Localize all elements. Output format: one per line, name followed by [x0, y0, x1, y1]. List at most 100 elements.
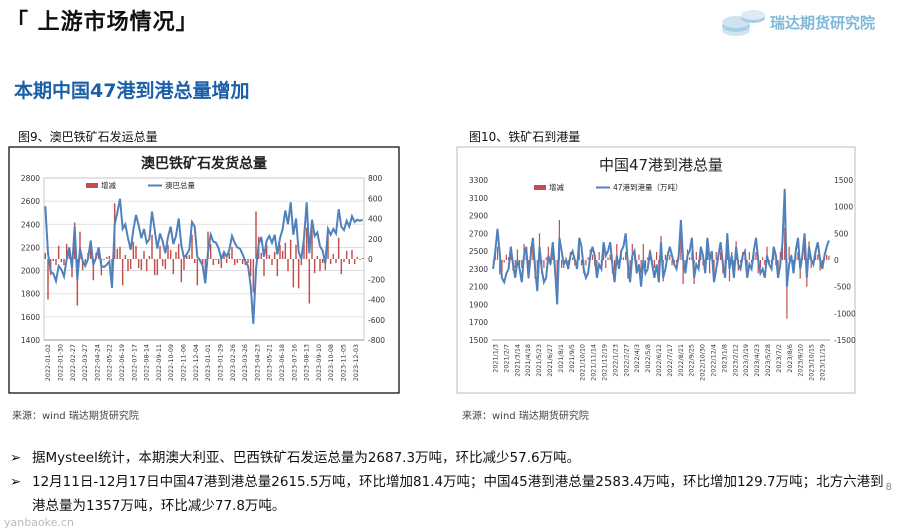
bar	[65, 243, 68, 259]
bullet-text: 12月11日-12月17日中国47港到港总量2615.5万吨，环比增加81.4万…	[32, 474, 884, 514]
bar	[209, 243, 212, 259]
x-tick-label: 2022-09-11	[155, 344, 163, 381]
bar	[817, 254, 819, 260]
bar	[129, 259, 132, 270]
bar	[799, 260, 801, 279]
x-tick-label: 2021/5/23	[535, 344, 543, 377]
legend-label: 澳巴总量	[165, 180, 195, 190]
bar	[103, 259, 105, 261]
x-tick-label: 2023-07-16	[290, 344, 298, 381]
bar	[625, 252, 627, 260]
bar	[196, 259, 199, 286]
y-left-tick-label: 3300	[469, 176, 488, 185]
bar	[591, 254, 594, 260]
page-title: 「 上游市场情况」	[6, 10, 199, 35]
y-right-tick-label: 400	[368, 215, 383, 224]
x-tick-label: 2022-12-04	[192, 344, 200, 381]
y-left-tick-label: 1600	[21, 313, 40, 322]
bar	[151, 234, 153, 259]
bar	[755, 252, 757, 260]
x-tick-label: 2023/8/6	[786, 344, 794, 373]
bar	[777, 260, 779, 274]
bar	[715, 252, 717, 260]
bullet-item: ➢ 据Mysteel统计，本期澳大利亚、巴西铁矿石发运总量为2687.3万吨，环…	[10, 446, 890, 470]
bar	[784, 228, 786, 260]
bar	[161, 259, 164, 267]
bar	[675, 260, 678, 263]
x-tick-label: 2022/8/21	[677, 344, 685, 377]
y-right-tick-label: -800	[368, 336, 385, 345]
bar	[567, 260, 569, 266]
x-tick-label: 2022/4/3	[633, 344, 641, 373]
coin-stack-icon	[722, 10, 765, 36]
company-logo: 瑞达期货研究院	[720, 6, 890, 40]
bar	[175, 251, 177, 259]
x-tick-label: 2022-07-17	[130, 344, 138, 381]
x-tick-label: 2023-01-01	[204, 344, 212, 381]
bar	[57, 245, 60, 259]
x-tick-label: 2021/6/27	[546, 344, 554, 377]
page-number: 8	[885, 482, 892, 493]
x-tick-label: 2023/9/10	[797, 344, 805, 377]
bar	[543, 260, 545, 268]
bar	[786, 260, 788, 319]
bar	[616, 244, 618, 260]
x-tick-label: 2021/1/3	[491, 344, 499, 373]
bar	[629, 260, 631, 271]
x-tick-label: 2022/10/30	[699, 344, 707, 381]
bar	[169, 249, 172, 259]
bar	[572, 257, 574, 260]
bar	[496, 246, 499, 260]
bar	[121, 259, 124, 286]
bar	[759, 260, 762, 268]
bar	[556, 260, 558, 282]
bar	[247, 259, 249, 264]
logo-text: 瑞达期货研究院	[770, 14, 876, 32]
line-series	[44, 198, 364, 324]
bar	[647, 257, 649, 260]
bar	[640, 260, 642, 274]
y-right-tick-label: -600	[368, 316, 385, 325]
bar	[295, 244, 297, 259]
bar	[680, 238, 682, 260]
bar	[287, 259, 289, 272]
bar	[356, 256, 359, 259]
y-right-tick-label: 600	[368, 194, 383, 203]
bar	[671, 260, 673, 266]
bar	[536, 260, 538, 274]
bar	[516, 249, 519, 260]
bar	[92, 259, 95, 281]
bar	[191, 234, 193, 259]
bar	[292, 259, 295, 288]
bar	[217, 259, 220, 265]
x-tick-label: 2023/11/19	[819, 344, 827, 381]
bar	[514, 260, 516, 268]
x-tick-label: 2022/9/25	[688, 344, 696, 377]
arrow-right-icon: ➢	[10, 474, 22, 490]
bar	[185, 255, 188, 259]
x-tick-label: 2023/5/28	[764, 344, 772, 377]
bar	[547, 246, 549, 260]
bar	[492, 260, 494, 261]
bar	[215, 259, 217, 261]
x-tick-label: 2021/9/5	[568, 344, 576, 373]
x-tick-label: 2021/11/14	[590, 344, 598, 381]
bar	[281, 250, 284, 259]
bar	[220, 259, 223, 269]
fig10-chart-frame: 中国47港到港总量 1500 1700 1900 2100 2300 2500 2700 290…	[456, 146, 856, 394]
bar	[560, 260, 563, 268]
bar	[289, 239, 292, 259]
bar	[644, 260, 647, 268]
bar	[695, 252, 697, 260]
bar	[340, 259, 343, 275]
y-right-tick-label: -1500	[834, 336, 856, 345]
fig9-source: 来源：wind 瑞达期货研究院	[12, 411, 139, 422]
x-tick-label: 2022/12/4	[710, 344, 718, 377]
bar	[268, 254, 271, 259]
section-title: 本期中国47港到港总量增加	[14, 80, 250, 102]
bar	[748, 252, 750, 260]
x-tick-label: 2023-06-18	[278, 344, 286, 381]
y-left-tick-label: 2800	[21, 174, 40, 183]
bar	[781, 246, 784, 260]
bullet-text: 据Mysteel统计，本期澳大利亚、巴西铁矿石发运总量为2687.3万吨，环比减…	[32, 450, 581, 466]
